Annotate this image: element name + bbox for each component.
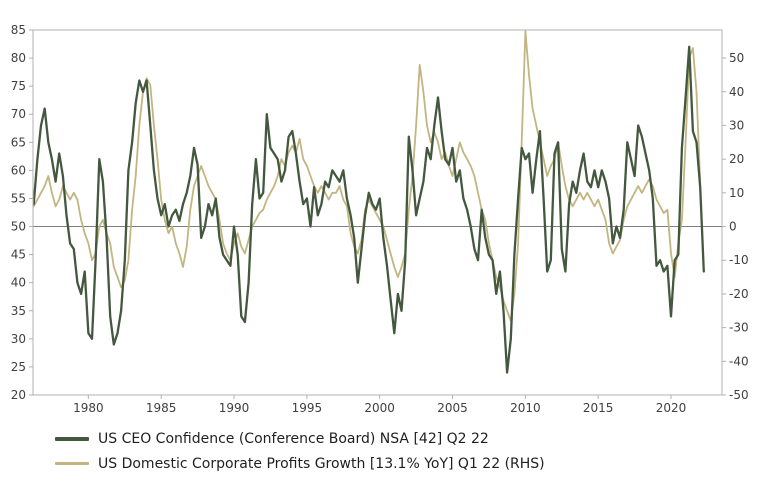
svg-text:45: 45 xyxy=(11,248,26,262)
svg-text:2015: 2015 xyxy=(583,401,614,415)
svg-text:10: 10 xyxy=(729,186,744,200)
svg-text:0: 0 xyxy=(729,220,737,234)
legend-swatch-profits-growth xyxy=(55,462,89,465)
svg-text:-20: -20 xyxy=(729,287,749,301)
svg-text:1985: 1985 xyxy=(146,401,177,415)
svg-text:2020: 2020 xyxy=(656,401,687,415)
svg-text:1995: 1995 xyxy=(292,401,323,415)
legend-item-ceo-confidence: US CEO Confidence (Conference Board) NSA… xyxy=(55,426,757,451)
svg-text:40: 40 xyxy=(11,276,26,290)
svg-text:85: 85 xyxy=(11,23,26,37)
svg-text:30: 30 xyxy=(729,118,744,132)
legend-swatch-ceo-confidence xyxy=(55,436,89,441)
svg-text:-40: -40 xyxy=(729,354,749,368)
svg-text:-50: -50 xyxy=(729,388,749,402)
svg-text:1980: 1980 xyxy=(73,401,104,415)
svg-text:20: 20 xyxy=(729,152,744,166)
svg-text:55: 55 xyxy=(11,191,26,205)
svg-text:65: 65 xyxy=(11,135,26,149)
svg-text:40: 40 xyxy=(729,85,744,99)
svg-text:1990: 1990 xyxy=(219,401,250,415)
dual-axis-line-chart: 858075706560555045403530252050403020100-… xyxy=(11,23,749,415)
svg-text:20: 20 xyxy=(11,388,26,402)
legend-item-profits-growth: US Domestic Corporate Profits Growth [13… xyxy=(55,451,757,476)
svg-text:60: 60 xyxy=(11,163,26,177)
legend-label-ceo-confidence: US CEO Confidence (Conference Board) NSA… xyxy=(98,430,489,447)
svg-text:2005: 2005 xyxy=(437,401,468,415)
svg-text:35: 35 xyxy=(11,304,26,318)
svg-text:30: 30 xyxy=(11,332,26,346)
svg-text:70: 70 xyxy=(11,107,26,121)
svg-text:50: 50 xyxy=(11,220,26,234)
svg-text:-30: -30 xyxy=(729,321,749,335)
chart-legend: US CEO Confidence (Conference Board) NSA… xyxy=(55,426,757,476)
svg-text:80: 80 xyxy=(11,51,26,65)
svg-text:2000: 2000 xyxy=(364,401,395,415)
svg-text:2010: 2010 xyxy=(510,401,541,415)
svg-text:25: 25 xyxy=(11,360,26,374)
svg-text:75: 75 xyxy=(11,79,26,93)
svg-text:50: 50 xyxy=(729,51,744,65)
svg-text:-10: -10 xyxy=(729,253,749,267)
legend-label-profits-growth: US Domestic Corporate Profits Growth [13… xyxy=(98,455,545,472)
